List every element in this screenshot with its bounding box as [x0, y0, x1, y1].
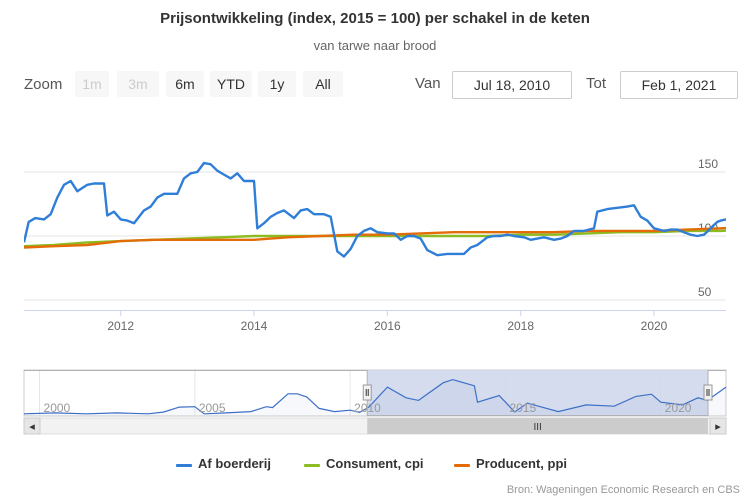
chart-title: Prijsontwikkeling (index, 2015 = 100) pe… [160, 10, 590, 27]
legend-item-producent[interactable]: Producent, ppi [454, 456, 567, 471]
x-tick-label-2014: 2014 [241, 319, 268, 333]
x-axis: 2012 2014 2016 2018 2020 [24, 310, 726, 333]
series-line-producent-ppi [24, 226, 726, 249]
handle-body [703, 384, 713, 401]
scrollbar-right-arrow-icon: ▸ [715, 420, 721, 433]
navigator-series-area [24, 379, 726, 416]
to-date-input[interactable]: Feb 1, 2021 [620, 71, 738, 99]
legend-label-af-boerderij: Af boerderij [198, 456, 271, 471]
zoom-1m-button[interactable]: 1m [75, 71, 109, 97]
handle-body [362, 384, 372, 401]
credits[interactable]: Bron: Wageningen Economic Research en CB… [506, 484, 740, 496]
scrollbar-grip[interactable]: III [533, 422, 541, 433]
zoom-ytd-button[interactable]: YTD [210, 71, 252, 97]
scrollbar-thumb[interactable] [367, 418, 708, 434]
navigator-outline [24, 370, 726, 416]
zoom-label: Zoom [24, 76, 63, 93]
from-date-input[interactable]: Jul 18, 2010 [452, 71, 572, 99]
navigator-tick-label-2000: 2000 [44, 401, 71, 415]
scrollbar-left-arrow-icon: ◂ [29, 420, 35, 433]
x-tick-label-2012: 2012 [107, 319, 134, 333]
zoom-all-button[interactable]: All [303, 71, 343, 97]
y-tick-label-150: 150 [698, 157, 718, 171]
legend-label-producent: Producent, ppi [476, 456, 567, 471]
legend-item-consument[interactable]: Consument, cpi [304, 456, 424, 471]
navigator-tick-label-2005: 2005 [199, 401, 226, 415]
legend-symbol-consument [304, 464, 320, 467]
navigator-tick-label-2020: 2020 [665, 401, 692, 415]
x-tick-label-2020: 2020 [641, 319, 668, 333]
scrollbar-left-button[interactable] [23, 417, 41, 435]
navigator-handle-right[interactable] [703, 384, 713, 401]
series-line-af-boerderij [24, 161, 726, 258]
zoom-3m-button[interactable]: 3m [117, 71, 159, 97]
series-lines [24, 161, 726, 258]
zoom-1y-button[interactable]: 1y [258, 71, 296, 97]
zoom-6m-button[interactable]: 6m [166, 71, 204, 97]
from-label: Van [415, 75, 441, 92]
legend-symbol-af-boerderij [176, 464, 192, 467]
chart-subtitle: van tarwe naar brood [313, 38, 437, 53]
navigator-series-line [23, 378, 727, 415]
x-tick-label-2018: 2018 [507, 319, 534, 333]
legend-symbol-producent [454, 464, 470, 467]
to-label: Tot [586, 75, 607, 92]
navigator-handle-left[interactable] [362, 384, 372, 401]
x-tick-label-2016: 2016 [374, 319, 401, 333]
navigator-tick-label-2015: 2015 [509, 401, 536, 415]
y-tick-label-50: 50 [698, 285, 712, 299]
navigator-selected-band [367, 370, 708, 416]
scrollbar-right-button[interactable] [709, 417, 727, 435]
legend-item-af-boerderij[interactable]: Af boerderij [176, 456, 271, 471]
legend-label-consument: Consument, cpi [326, 456, 424, 471]
